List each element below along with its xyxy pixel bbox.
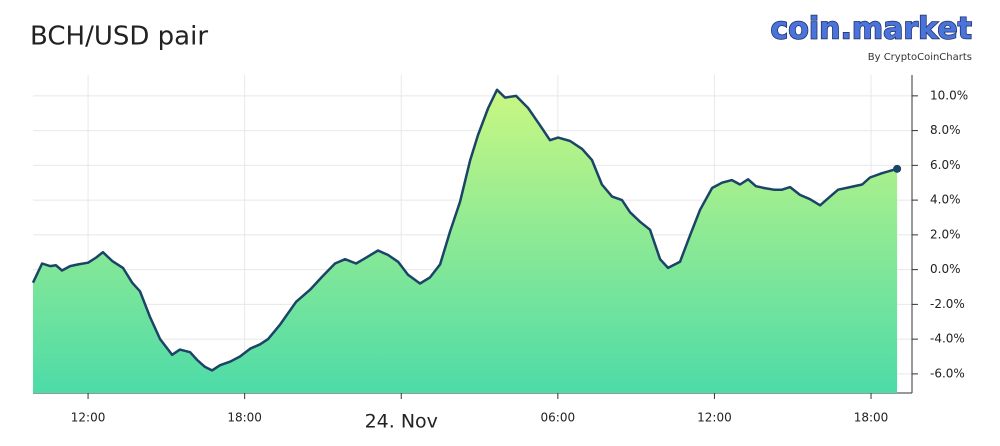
x-tick-label: 12:00: [71, 411, 106, 425]
chart-title: BCH/USD pair: [30, 22, 208, 52]
y-tick-label: -4.0%: [930, 332, 965, 346]
line: [31, 88, 898, 372]
x-tick-label: 06:00: [541, 411, 576, 425]
y-tick-label: 8.0%: [930, 123, 961, 137]
y-tick-label: 0.0%: [930, 262, 961, 276]
y-tick-label: 2.0%: [930, 227, 961, 241]
x-tick-label: 18:00: [227, 411, 262, 425]
end-point: [893, 164, 902, 173]
x-tick-label: 18:00: [854, 411, 889, 425]
area-fill: [33, 89, 898, 394]
x-tick-label: 24. Nov: [365, 411, 438, 433]
logo-byline: By CryptoCoinCharts: [868, 52, 972, 63]
plot-area: -6.0% -4.0% -2.0% 0.0% 2.0% 4.0% 6.0% 8.0% 10.0%…: [31, 75, 968, 433]
y-tick-label: -2.0%: [930, 297, 965, 311]
logo: coin.market: [770, 12, 972, 47]
x-tick-label: 12:00: [697, 411, 732, 425]
y-tick-label: 6.0%: [930, 158, 961, 172]
y-tick-label: 4.0%: [930, 193, 961, 207]
y-tick-label: 10.0%: [930, 88, 968, 102]
y-tick-label: -6.0%: [930, 366, 965, 380]
